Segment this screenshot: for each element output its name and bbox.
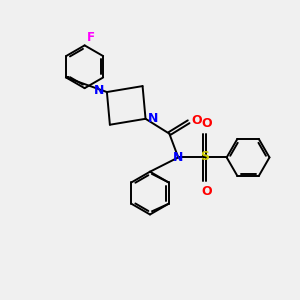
- Text: N: N: [173, 151, 183, 164]
- Text: N: N: [148, 112, 158, 125]
- Text: O: O: [191, 114, 202, 127]
- Text: N: N: [94, 84, 104, 97]
- Text: F: F: [87, 31, 95, 44]
- Text: O: O: [201, 117, 212, 130]
- Text: S: S: [200, 150, 209, 163]
- Text: O: O: [201, 185, 212, 198]
